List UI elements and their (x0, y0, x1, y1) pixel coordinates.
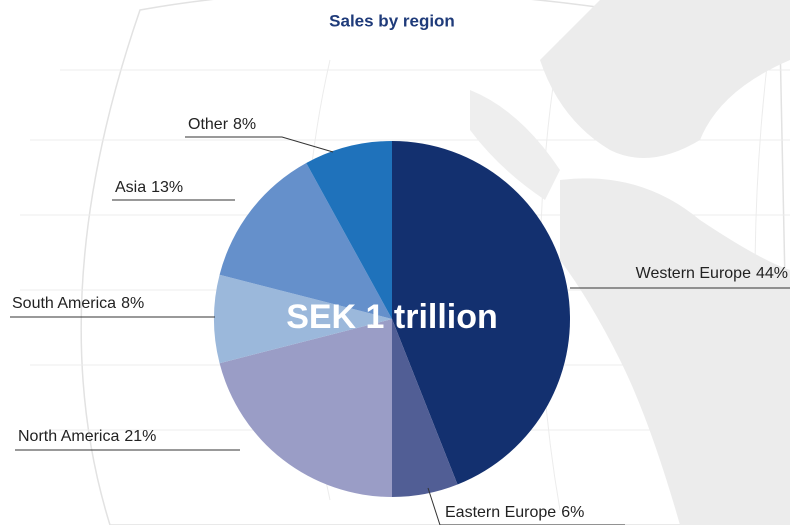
pie-slice (219, 163, 392, 319)
pie-slice (214, 274, 392, 364)
slice-label: Other 8% (188, 116, 256, 133)
slice-value: 13% (151, 179, 183, 196)
slice-value: 8% (121, 295, 144, 312)
slice-label: Eastern Europe 6% (445, 504, 584, 521)
slice-value: 44% (756, 265, 788, 282)
center-label: SEK 1 trillion (286, 298, 498, 336)
slice-category: Western Europe (636, 265, 751, 282)
slice-value: 21% (124, 428, 156, 445)
background-map (20, 0, 790, 525)
slice-category: North America (18, 428, 119, 445)
leader-line (185, 136, 334, 153)
slice-category: Asia (115, 179, 146, 196)
pie-slice (392, 319, 458, 497)
pie-slice (219, 319, 392, 497)
leader-line (427, 487, 625, 525)
slice-value: 8% (233, 116, 256, 133)
slice-label: South America 8% (12, 295, 144, 312)
slice-label: North America 21% (18, 428, 156, 445)
pie-slice (306, 141, 392, 319)
slice-label: Western Europe 44% (636, 265, 788, 282)
slice-value: 6% (561, 504, 584, 521)
slice-label: Asia 13% (115, 179, 183, 196)
slice-category: Eastern Europe (445, 504, 556, 521)
chart-title: Sales by region (329, 11, 455, 30)
pie-slice (392, 141, 571, 485)
slice-category: South America (12, 295, 116, 312)
slice-category: Other (188, 116, 229, 133)
